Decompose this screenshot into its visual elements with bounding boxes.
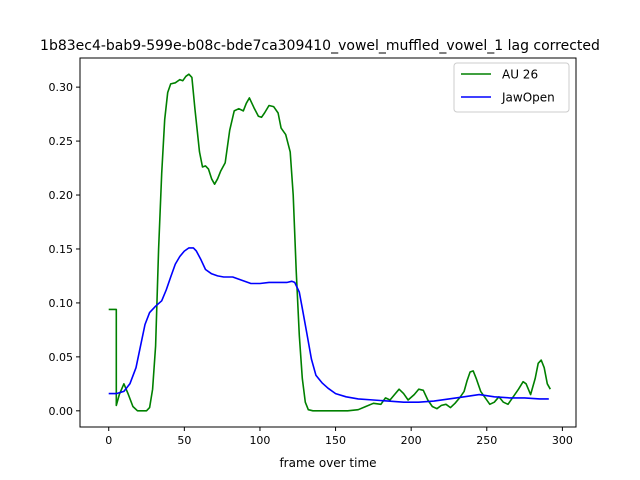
y-tick-label: 0.25 [49, 135, 74, 148]
series-line-jawopen [108, 247, 549, 403]
x-tick-label: 50 [177, 434, 191, 447]
legend: AU 26 JawOpen [453, 62, 570, 113]
x-tick-label: 100 [249, 434, 270, 447]
x-axis-label: frame over time [279, 456, 376, 470]
axes-frame [79, 57, 577, 428]
plot-area [108, 73, 551, 412]
y-tick-label: 0.05 [49, 351, 74, 364]
y-tick-label: 0.00 [49, 405, 74, 418]
x-tick-label: 300 [552, 434, 573, 447]
x-tick-label: 250 [476, 434, 497, 447]
x-tick-label: 0 [105, 434, 112, 447]
y-tick-label: 0.20 [49, 189, 74, 202]
y-tick-label: 0.15 [49, 243, 74, 256]
y-tick-label: 0.30 [49, 81, 74, 94]
x-tick-label: 200 [401, 434, 422, 447]
series-line-au-26 [108, 73, 551, 412]
legend-label-au-26: AU 26 [502, 68, 538, 82]
chart-title: 1b83ec4-bab9-599e-b08c-bde7ca309410_vowe… [40, 38, 600, 54]
legend-label-jawopen: JawOpen [501, 91, 555, 105]
y-tick-label: 0.10 [49, 297, 74, 310]
ticks: 0 50 100 150 200 250 300 0.00 0.05 0.10 0.15 0.20 0.… [49, 81, 573, 447]
legend-box [453, 62, 570, 113]
x-tick-label: 150 [325, 434, 346, 447]
